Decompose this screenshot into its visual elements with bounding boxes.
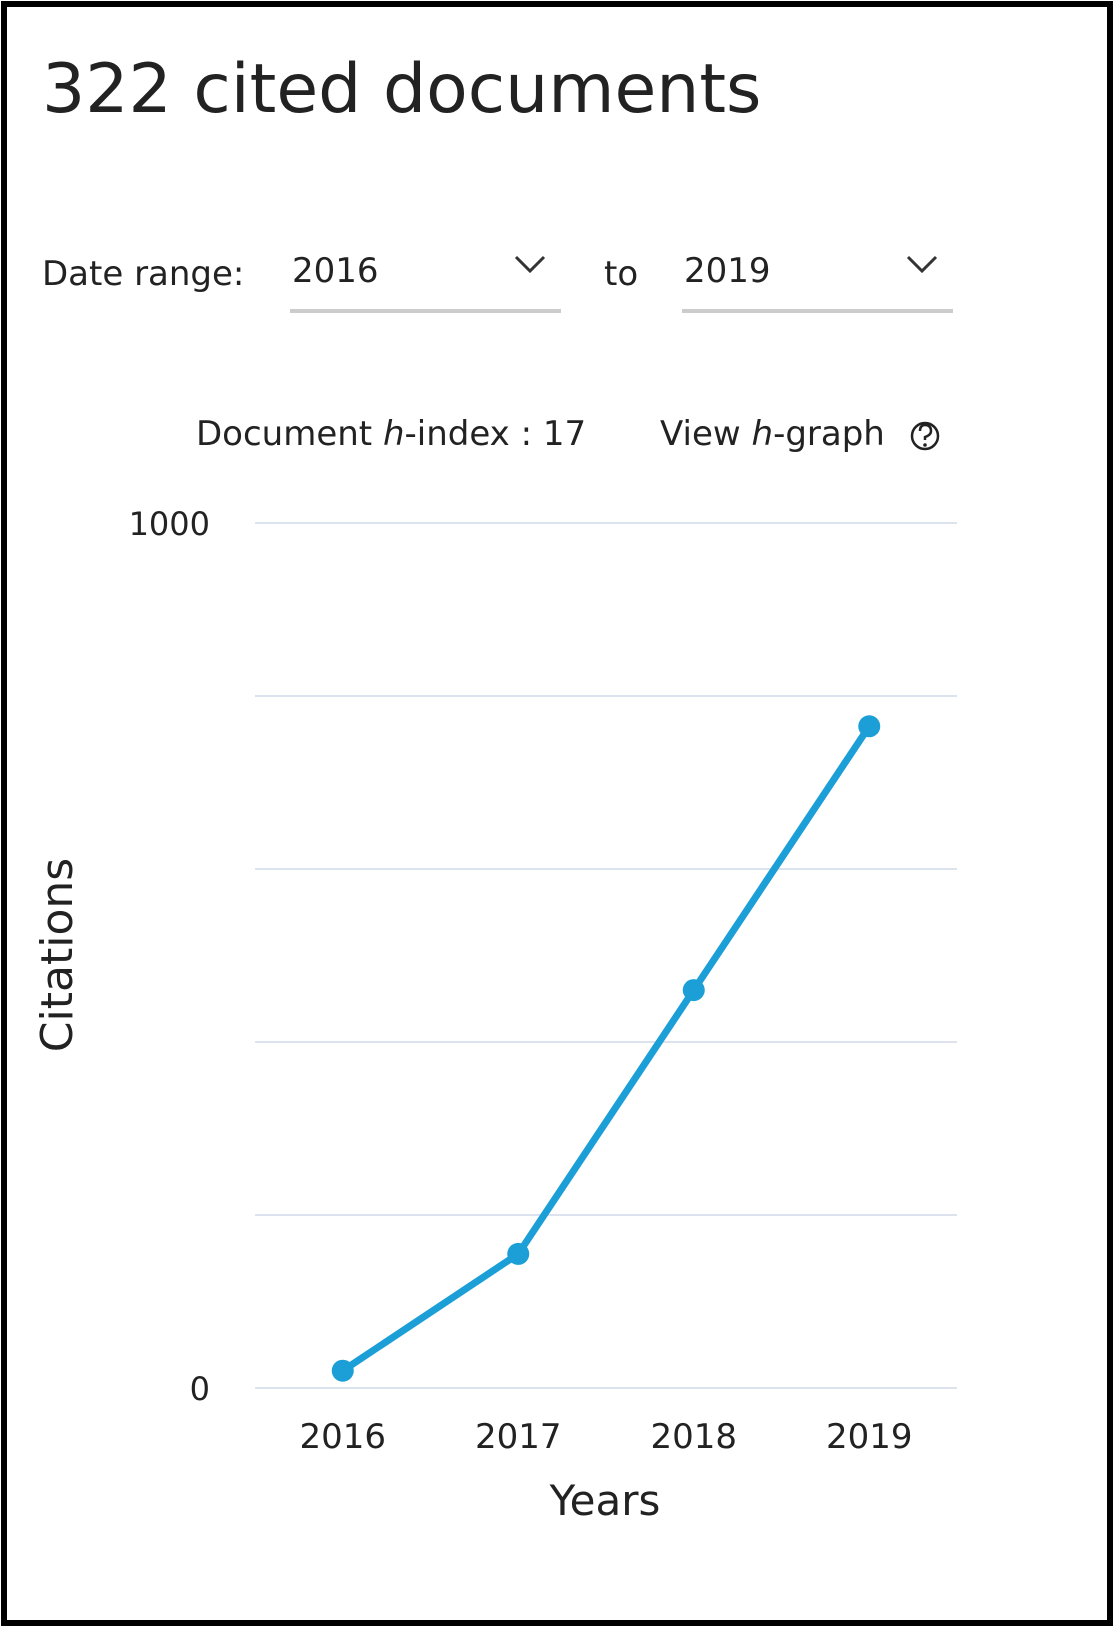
y-tick-label: 0: [190, 1370, 210, 1408]
help-dot: [923, 443, 927, 447]
h-graph-link[interactable]: View h-graph: [660, 414, 885, 454]
x-tick-label: 2016: [299, 1417, 386, 1457]
h-index: Document h-index : 17: [196, 414, 586, 454]
x-tick-label: 2019: [826, 1417, 913, 1457]
help-circle: [910, 421, 940, 451]
chevron: [906, 255, 938, 274]
to-label: to: [604, 254, 638, 294]
y-axis-label: Citations: [32, 858, 83, 1052]
h-index-italic: h: [383, 414, 405, 454]
x-axis-label: Years: [549, 1476, 661, 1525]
marker: [507, 1242, 530, 1265]
help-glyph: [918, 423, 933, 440]
h-index-label-end: -index :: [405, 414, 543, 454]
marker: [858, 715, 881, 738]
y-tick-label: 1000: [129, 505, 210, 543]
h-graph-italic[interactable]: h: [752, 414, 774, 454]
x-tick-label: 2018: [650, 1417, 737, 1457]
h-index-label: Document: [196, 414, 383, 454]
title: 322 cited documents: [42, 50, 761, 129]
to-value[interactable]: 2019: [684, 251, 771, 291]
marker: [682, 979, 705, 1002]
help-icon[interactable]: [910, 421, 940, 451]
h-graph-label-end[interactable]: -graph: [773, 414, 885, 454]
h-index-value: 17: [543, 414, 586, 454]
line: [340, 724, 873, 1374]
marker: [331, 1359, 354, 1382]
date-range-label: Date range:: [42, 254, 244, 294]
from-dropdown[interactable]: 2016: [290, 251, 561, 313]
to-dropdown[interactable]: 2019: [682, 251, 953, 313]
x-tick-label: 2017: [475, 1417, 562, 1457]
chevron: [514, 255, 546, 274]
h-graph-label[interactable]: View: [660, 414, 752, 454]
from-value[interactable]: 2016: [292, 251, 379, 291]
